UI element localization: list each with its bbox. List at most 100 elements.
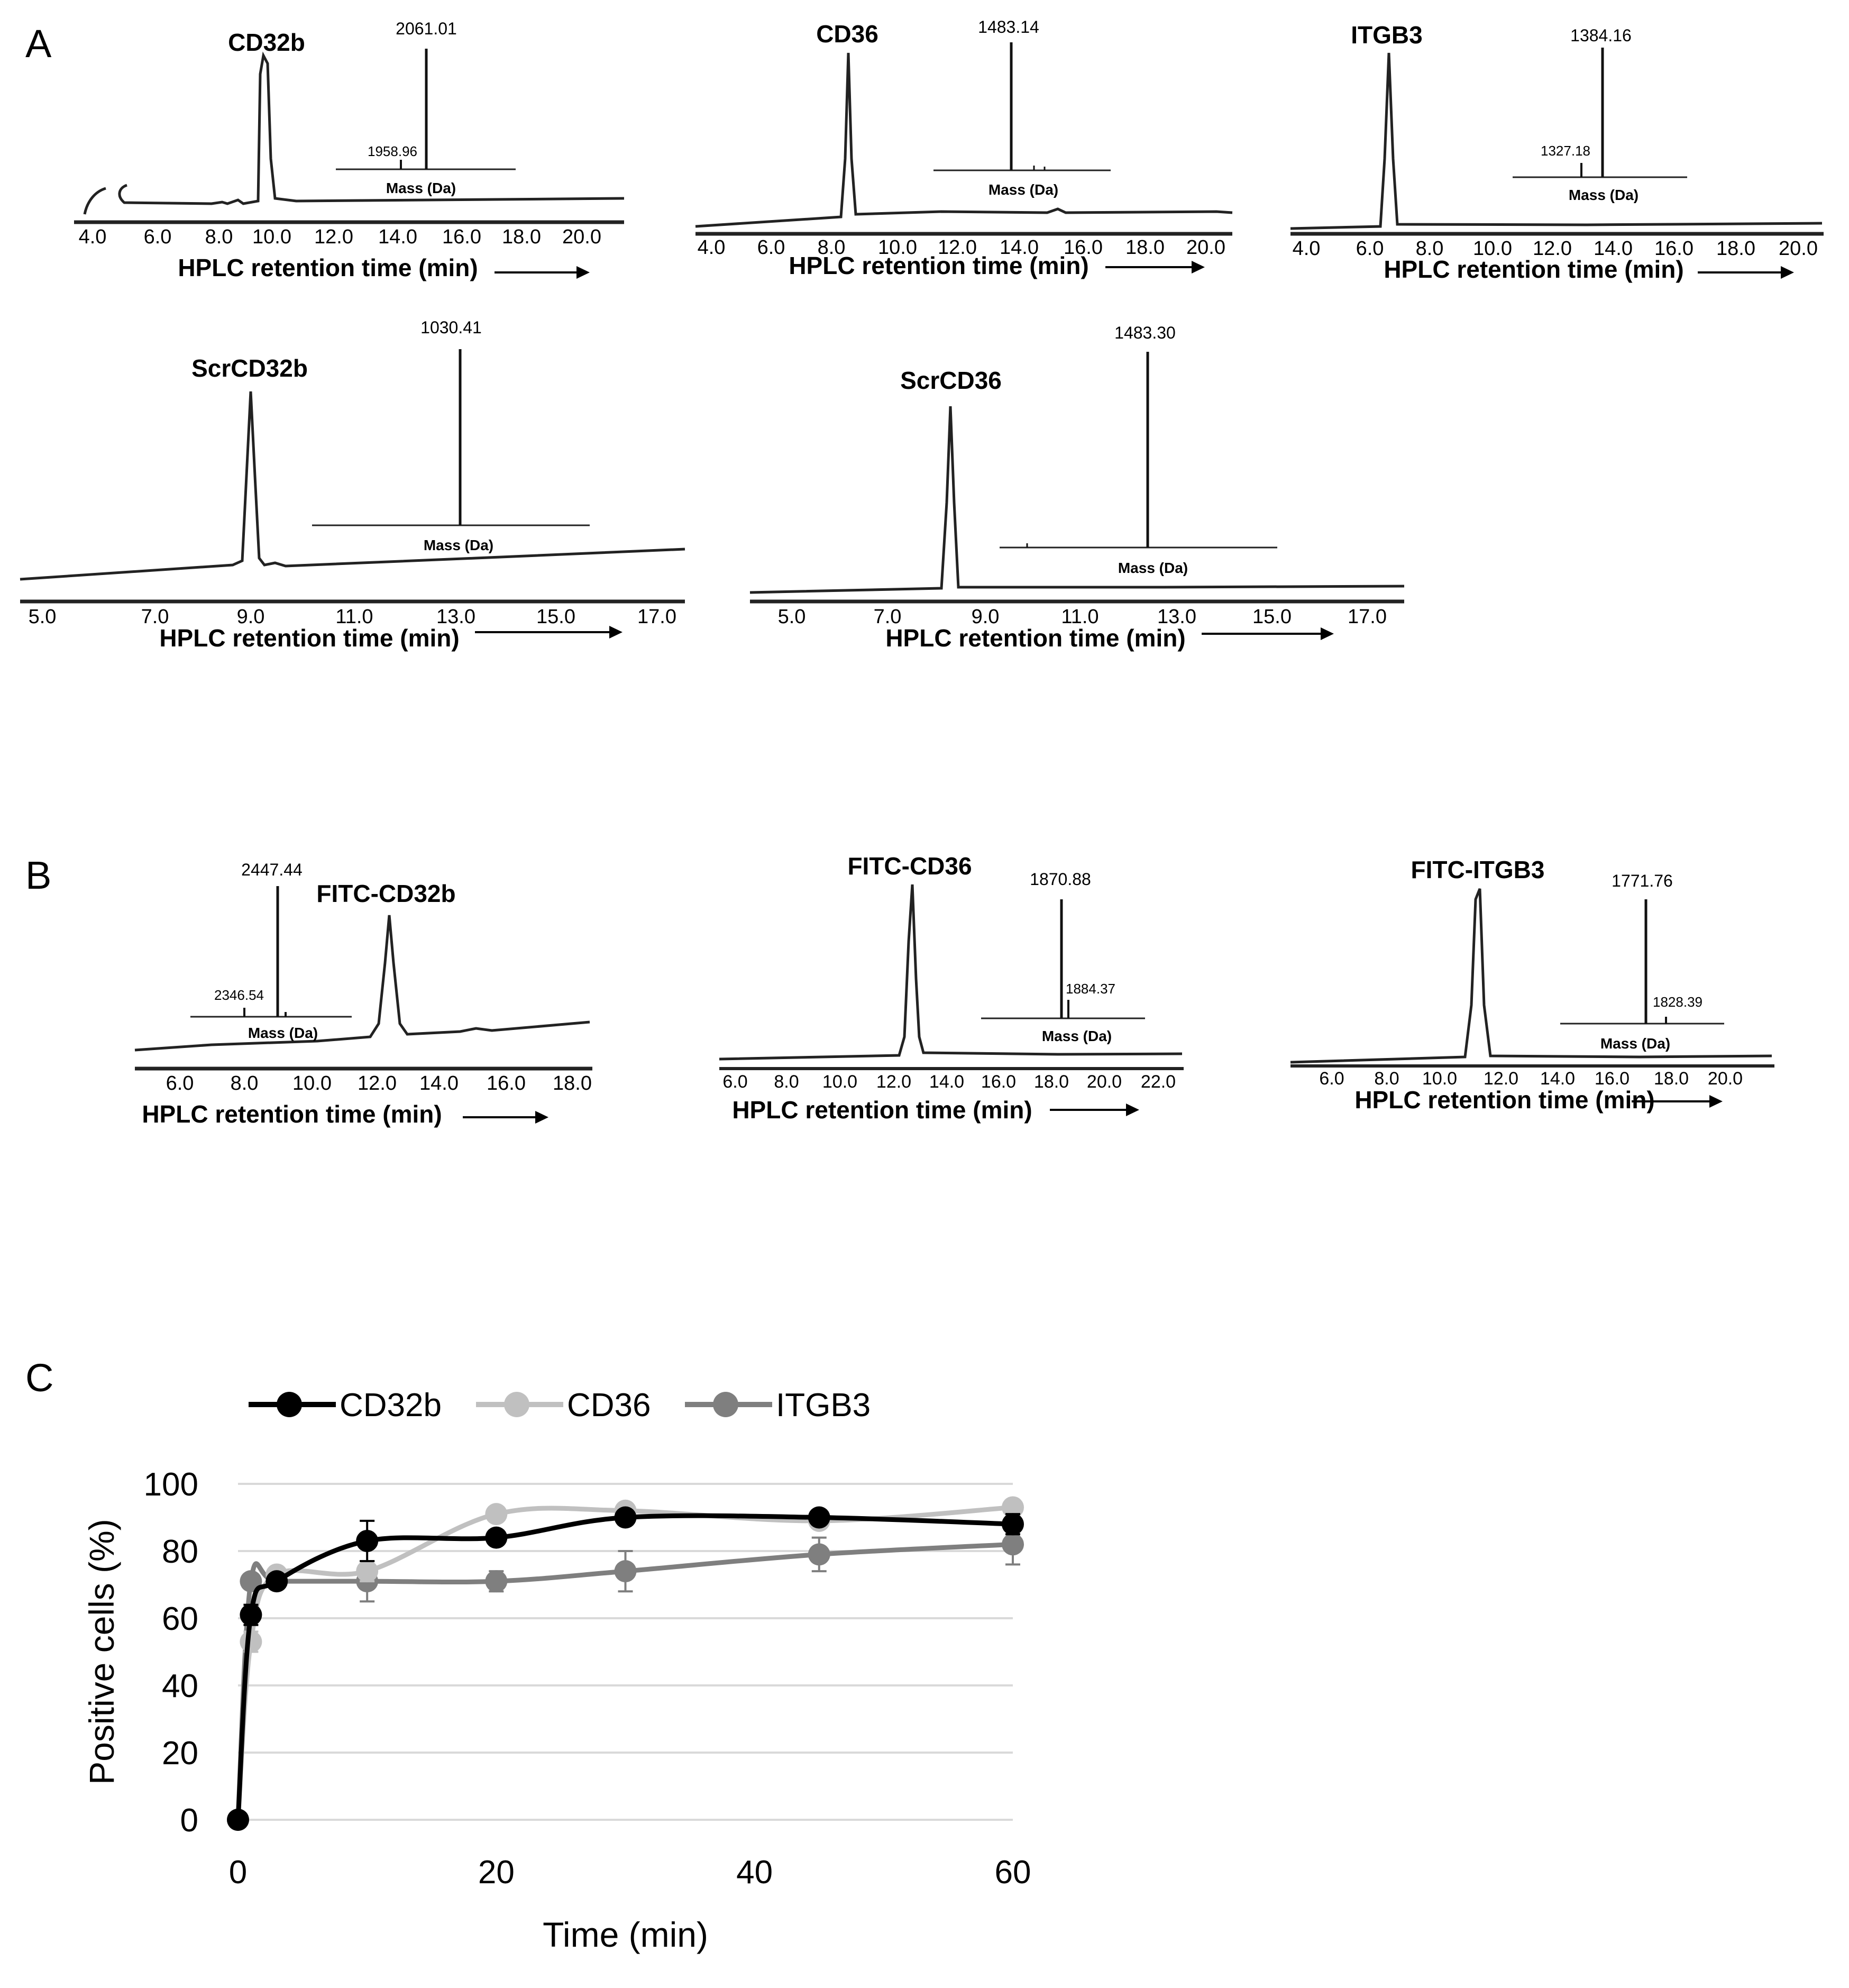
mass-peak-main-label: 1030.41 bbox=[420, 318, 482, 337]
x-axis-arrowhead bbox=[1192, 261, 1205, 273]
mass-peak-main-label: 1771.76 bbox=[1612, 871, 1673, 890]
x-axis-label: Time (min) bbox=[543, 1915, 708, 1954]
data-point-itgb3 bbox=[614, 1560, 637, 1583]
x-tick-label: 10.0 bbox=[878, 236, 917, 259]
x-tick-label: 20 bbox=[478, 1854, 515, 1891]
chart-title: FITC-CD32b bbox=[316, 880, 455, 907]
data-point-itgb3 bbox=[808, 1543, 830, 1566]
x-tick-label: 20.0 bbox=[1087, 1072, 1122, 1092]
x-tick-label: 18.0 bbox=[502, 226, 541, 248]
mass-peak-minor-label: 1828.39 bbox=[1653, 994, 1702, 1010]
x-tick-label: 6.0 bbox=[1319, 1069, 1344, 1089]
x-tick-label: 7.0 bbox=[141, 606, 169, 628]
x-axis-arrowhead bbox=[535, 1111, 548, 1124]
chromatogram-fitc-itgb3: FITC-ITGB3 6.0 8.0 10.0 12.0 14.0 16.0 1… bbox=[1290, 856, 1774, 1114]
x-tick-label: 20.0 bbox=[562, 226, 601, 248]
mass-spectrum-inset: 1030.41 Mass (Da) bbox=[312, 318, 590, 553]
x-axis-arrowhead bbox=[576, 266, 590, 279]
data-point-cd32b bbox=[356, 1529, 379, 1552]
x-tick-label: 5.0 bbox=[778, 606, 806, 628]
x-tick-label: 11.0 bbox=[1061, 606, 1099, 628]
chart-title: FITC-ITGB3 bbox=[1411, 856, 1545, 883]
x-tick-label: 8.0 bbox=[1374, 1069, 1399, 1089]
x-tick-labels: 5.0 7.0 9.0 11.0 13.0 15.0 17.0 bbox=[778, 606, 1387, 628]
x-tick-label: 40 bbox=[736, 1854, 773, 1891]
panel-label-a: A bbox=[25, 22, 52, 66]
legend-label: CD32b bbox=[340, 1387, 442, 1424]
mass-spectrum-inset: 1483.30 Mass (Da) bbox=[1000, 323, 1277, 576]
x-axis-arrowhead bbox=[1126, 1104, 1139, 1116]
x-axis-label: HPLC retention time (min) bbox=[1354, 1086, 1654, 1114]
chart-title: ScrCD32b bbox=[191, 354, 308, 382]
mass-spectrum-inset: 1870.88 1884.37 Mass (Da) bbox=[981, 870, 1145, 1044]
x-tick-label: 8.0 bbox=[231, 1072, 259, 1095]
mass-peak-main-label: 2061.01 bbox=[396, 19, 457, 38]
x-axis-label: HPLC retention time (min) bbox=[1384, 256, 1683, 283]
x-tick-label: 14.0 bbox=[1540, 1069, 1575, 1089]
mass-peak-minor-label: 2346.54 bbox=[214, 987, 264, 1003]
y-tick-label: 40 bbox=[162, 1668, 198, 1704]
x-axis-label: HPLC retention time (min) bbox=[159, 624, 459, 652]
chromatogram-itgb3: ITGB3 4.0 6.0 8.0 10.0 12.0 14.0 16.0 18… bbox=[1290, 21, 1824, 283]
inset-xlabel: Mass (Da) bbox=[248, 1025, 318, 1041]
chromatogram-fitc-cd32b: FITC-CD32b 6.0 8.0 10.0 12.0 14.0 16.0 1… bbox=[134, 860, 592, 1128]
x-tick-label: 9.0 bbox=[972, 606, 1000, 628]
x-tick-label: 12.0 bbox=[938, 236, 977, 259]
x-tick-label: 18.0 bbox=[1716, 238, 1755, 260]
legend-label: CD36 bbox=[567, 1387, 651, 1424]
data-point-cd32b bbox=[808, 1506, 830, 1529]
x-tick-label: 12.0 bbox=[1533, 238, 1572, 260]
x-tick-label: 15.0 bbox=[1252, 606, 1292, 628]
x-tick-label: 14.0 bbox=[378, 226, 417, 248]
legend-label: ITGB3 bbox=[776, 1387, 871, 1424]
x-tick-label: 13.0 bbox=[436, 606, 475, 628]
x-tick-label: 6.0 bbox=[166, 1072, 194, 1095]
x-axis-arrowhead bbox=[1321, 627, 1334, 640]
x-tick-label: 6.0 bbox=[1356, 238, 1384, 260]
x-tick-label: 60 bbox=[995, 1854, 1031, 1891]
mass-peak-main-label: 1384.16 bbox=[1570, 26, 1632, 45]
x-tick-label: 12.0 bbox=[314, 226, 353, 248]
y-axis-label: Positive cells (%) bbox=[82, 1519, 121, 1784]
x-tick-label: 16.0 bbox=[1595, 1069, 1630, 1089]
data-point-cd32b bbox=[614, 1506, 637, 1529]
mass-spectrum-inset: 2061.01 1958.96 Mass (Da) bbox=[336, 19, 516, 196]
x-tick-labels: 6.0 8.0 10.0 12.0 14.0 16.0 18.0 bbox=[166, 1072, 592, 1095]
mass-peak-main-label: 1483.30 bbox=[1114, 323, 1176, 342]
hplc-trace bbox=[1290, 52, 1823, 230]
x-tick-labels: 4.0 6.0 8.0 10.0 12.0 14.0 16.0 18.0 20.… bbox=[698, 236, 1225, 259]
x-tick-label: 18.0 bbox=[1125, 236, 1165, 259]
x-tick-label: 6.0 bbox=[722, 1072, 747, 1092]
legend-marker bbox=[504, 1392, 529, 1417]
x-tick-label: 20.0 bbox=[1779, 238, 1818, 260]
x-tick-label: 16.0 bbox=[1064, 236, 1103, 259]
x-tick-label: 8.0 bbox=[205, 226, 233, 248]
x-tick-label: 4.0 bbox=[1293, 238, 1321, 260]
x-axis-label: HPLC retention time (min) bbox=[885, 624, 1185, 652]
x-tick-label: 16.0 bbox=[1654, 238, 1694, 260]
inset-xlabel: Mass (Da) bbox=[988, 181, 1058, 198]
chromatogram-cd32b: CD32b 4.0 6.0 8.0 10.0 12.0 14.0 16.0 18… bbox=[74, 19, 625, 281]
x-tick-label: 22.0 bbox=[1141, 1072, 1176, 1092]
x-tick-label: 8.0 bbox=[1416, 238, 1444, 260]
mass-spectrum-inset: 1771.76 1828.39 Mass (Da) bbox=[1560, 871, 1724, 1052]
data-point-cd36 bbox=[356, 1560, 379, 1583]
data-point-cd32b bbox=[1002, 1513, 1024, 1536]
x-tick-label: 10.0 bbox=[252, 226, 291, 248]
x-axis-label: HPLC retention time (min) bbox=[178, 254, 478, 281]
x-tick-label: 8.0 bbox=[818, 236, 846, 259]
inset-xlabel: Mass (Da) bbox=[1042, 1028, 1112, 1044]
x-tick-label: 15.0 bbox=[536, 606, 575, 628]
x-tick-label: 14.0 bbox=[419, 1072, 459, 1095]
x-axis-label: HPLC retention time (min) bbox=[789, 252, 1088, 279]
hplc-trace bbox=[83, 51, 625, 215]
y-tick-label: 20 bbox=[162, 1735, 198, 1772]
mass-peak-main-label: 1870.88 bbox=[1030, 870, 1091, 889]
data-point-cd32b bbox=[266, 1570, 288, 1593]
x-tick-label: 18.0 bbox=[1034, 1072, 1069, 1092]
x-axis-arrowhead bbox=[1781, 266, 1794, 279]
x-axis-arrowhead bbox=[1709, 1095, 1723, 1108]
x-tick-label: 13.0 bbox=[1157, 606, 1196, 628]
x-tick-label: 18.0 bbox=[553, 1072, 592, 1095]
